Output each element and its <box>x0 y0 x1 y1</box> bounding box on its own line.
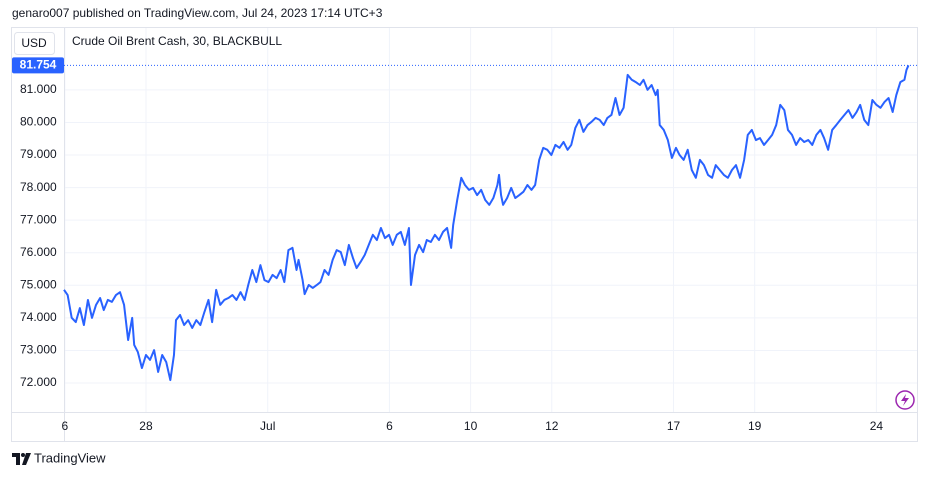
publish-header: genaro007 published on TradingView.com, … <box>12 6 383 20</box>
x-tick-label: 12 <box>545 419 559 433</box>
x-tick-label: Jul <box>260 419 275 433</box>
logo-part <box>12 453 20 465</box>
y-tick-label: 78.000 <box>20 180 57 194</box>
logo-part <box>22 453 31 465</box>
x-tick-label: 24 <box>870 419 884 433</box>
y-tick-label: 72.000 <box>20 375 57 389</box>
logo-part <box>21 453 25 457</box>
footer-brand: TradingView <box>34 450 106 465</box>
price-line <box>63 64 910 382</box>
currency-box[interactable] <box>14 32 55 55</box>
grid <box>64 28 917 412</box>
last-price-tag <box>12 57 64 74</box>
tv-logo <box>12 453 31 465</box>
alert-bolt <box>901 394 909 406</box>
y-tick-label: 73.000 <box>20 343 57 357</box>
y-tick-label: 76.000 <box>20 245 57 259</box>
x-tick-label: 17 <box>667 419 681 433</box>
y-tick-label: 80.000 <box>20 115 57 129</box>
x-tick-label: 6 <box>61 419 68 433</box>
chart-frame <box>11 27 918 442</box>
y-tick-label: 79.000 <box>20 147 57 161</box>
y-tick-label: 81.000 <box>20 82 57 96</box>
y-tick-label: 74.000 <box>20 310 57 324</box>
chart-title: Crude Oil Brent Cash, 30, BLACKBULL <box>72 34 282 48</box>
y-tick-label: 75.000 <box>20 277 57 291</box>
x-tick-label: 28 <box>139 419 153 433</box>
currency[interactable]: USD <box>21 36 47 50</box>
last-price-label: 81.754 <box>20 57 57 71</box>
x-tick-label: 6 <box>386 419 393 433</box>
x-tick-label: 10 <box>464 419 478 433</box>
y-tick-label: 77.000 <box>20 212 57 226</box>
x-tick-label: 19 <box>748 419 762 433</box>
